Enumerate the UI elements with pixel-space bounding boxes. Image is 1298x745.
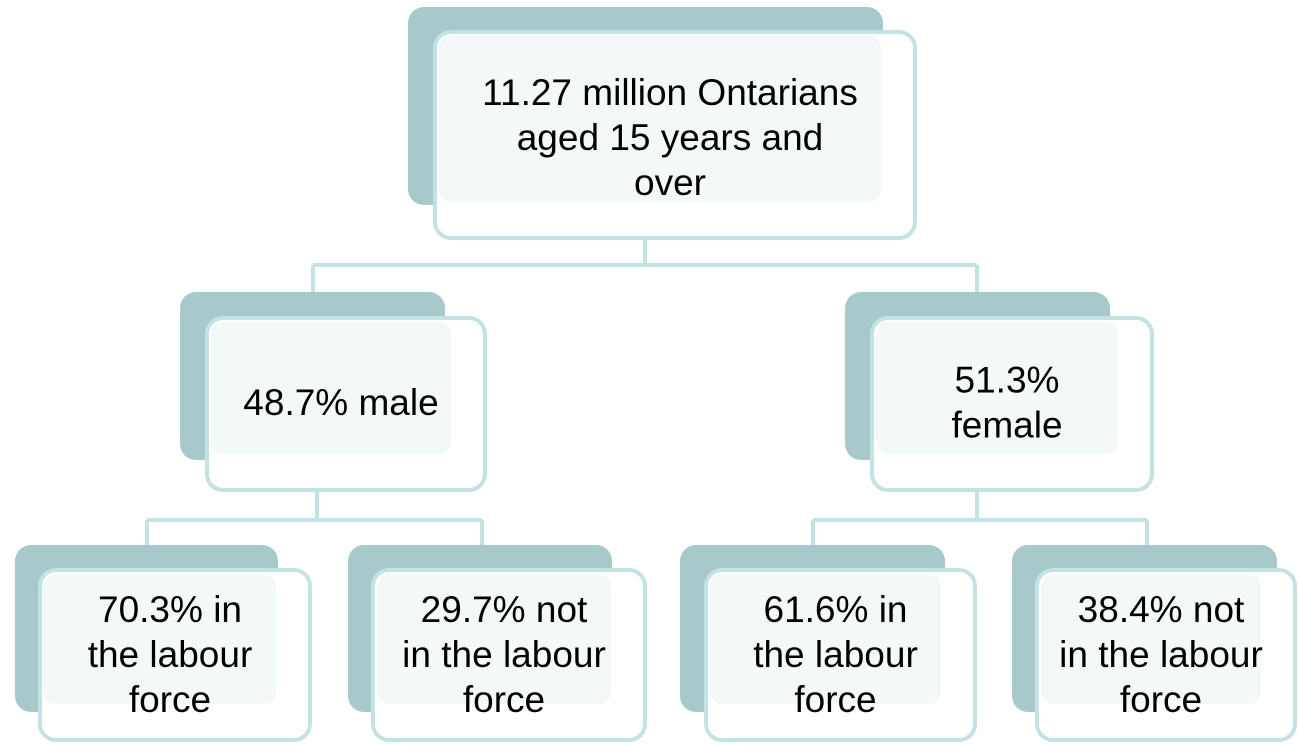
node: 48.7% male <box>180 292 487 492</box>
node-panel <box>44 574 276 704</box>
node-label: force <box>129 679 211 720</box>
node-panel <box>377 574 611 704</box>
node-label: aged 15 years and <box>517 117 824 158</box>
node-label: 70.3% in <box>98 589 242 630</box>
node-label: the labour <box>88 634 253 675</box>
node-label: in the labour <box>1059 634 1263 675</box>
connector <box>145 490 484 545</box>
node-label: the labour <box>753 634 918 675</box>
node-label: 11.27 million Ontarians <box>482 72 858 113</box>
node-label: 51.3% <box>955 359 1060 400</box>
node-label: 48.7% male <box>243 382 438 423</box>
node-label: over <box>634 162 706 203</box>
node-panel <box>439 36 881 202</box>
node-label: force <box>794 679 876 720</box>
node-panel <box>211 322 451 454</box>
node-label: 29.7% not <box>421 589 588 630</box>
node-label: 61.6% in <box>764 589 908 630</box>
connector <box>811 490 1149 545</box>
node-panel <box>710 574 941 704</box>
node-label: 38.4% not <box>1078 589 1245 630</box>
node-label: force <box>1120 679 1202 720</box>
connectors <box>145 238 1149 545</box>
node-label: force <box>463 679 545 720</box>
node: 51.3%female <box>845 292 1154 492</box>
node-panel <box>1041 574 1261 704</box>
node-panel <box>876 322 1118 454</box>
node-label: in the labour <box>402 634 606 675</box>
node-label: female <box>951 404 1062 445</box>
connector <box>311 238 979 292</box>
